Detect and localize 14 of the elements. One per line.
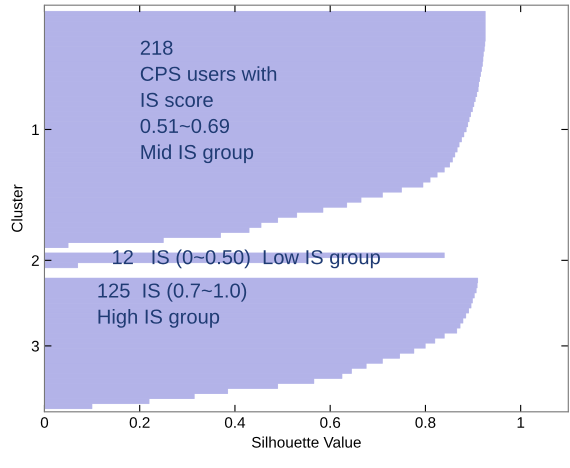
y-tick-label: 3 [32,340,39,352]
x-tick-label: 0.2 [130,417,150,428]
annotation: 218 CPS users with IS score 0.51~0.69 Mid IS group [140,40,276,164]
y-tick-label: 1 [32,124,39,136]
x-axis-title: Silhouette Value [252,436,361,448]
x-tick-label: 0.8 [415,417,436,428]
x-tick-label: 0.6 [320,417,340,428]
annotation: 12 IS (0~0.50) Low IS group [113,250,380,268]
annotation: 125 IS (0.7~1.0) High IS group [98,282,246,328]
x-tick-label: 1 [518,417,524,428]
y-axis-title: Cluster [11,184,23,232]
x-tick-label: 0.4 [224,417,246,428]
y-tick-label: 2 [32,255,39,266]
x-tick-label: 0 [40,417,48,428]
